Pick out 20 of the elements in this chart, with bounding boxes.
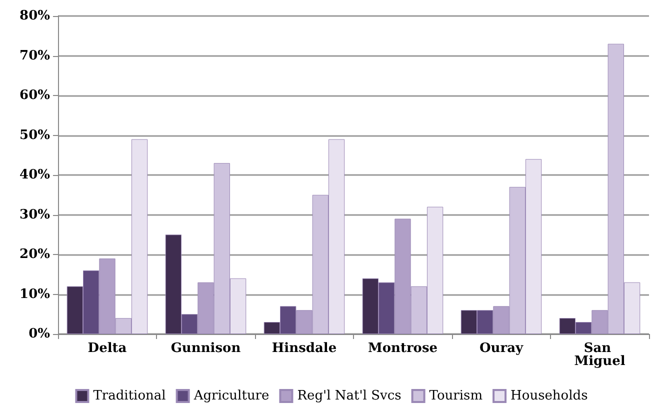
x-tick-label: San Miguel <box>574 341 626 369</box>
x-tick-label: Gunnison <box>170 341 242 356</box>
y-tick-label: 50% <box>20 128 51 143</box>
y-tick-label: 80% <box>20 8 51 24</box>
x-tick-label: Delta <box>88 341 128 356</box>
y-tick-label: 10% <box>20 286 51 302</box>
y-tick-label: 40% <box>20 168 51 182</box>
legend-label: Households <box>510 388 588 404</box>
y-tick-label: 30% <box>20 207 51 222</box>
x-tick-label: Ouray <box>479 341 524 356</box>
y-tick-label: 70% <box>20 48 51 64</box>
x-tick-label: Montrose <box>368 341 438 356</box>
y-tick-label: 20% <box>20 247 51 262</box>
legend-label: Reg'l Nat'l Svcs <box>297 388 402 404</box>
legend-label: Agriculture <box>192 388 270 404</box>
y-tick-label: 0% <box>28 326 51 342</box>
legend-label: Traditional <box>93 388 166 404</box>
legend-label: Tourism <box>429 388 483 404</box>
y-tick-label: 60% <box>20 88 51 103</box>
x-tick-label: Hinsdale <box>272 341 337 356</box>
